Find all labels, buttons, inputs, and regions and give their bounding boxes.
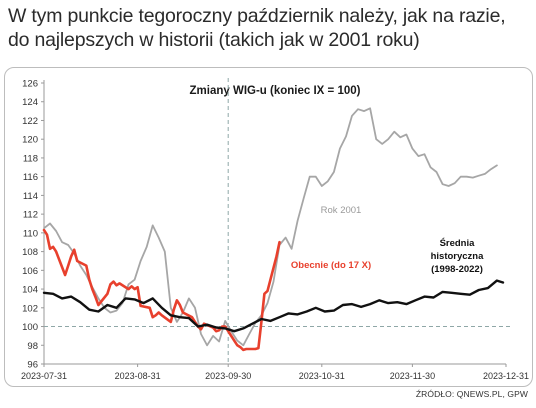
y-tick-label: 112	[23, 210, 38, 221]
y-tick-label: 118	[23, 153, 38, 164]
y-tick-label: 108	[22, 247, 38, 258]
y-tick-label: 98	[27, 341, 38, 352]
x-tick-label: 2023-11-30	[390, 371, 435, 381]
y-tick-label: 100	[22, 322, 38, 333]
y-tick-label: 96	[27, 360, 38, 371]
headline: W tym punkcie tegoroczny październik nal…	[8, 4, 528, 52]
y-tick-label: 104	[22, 285, 38, 296]
chart-frame	[4, 67, 533, 387]
source-note: ŹRÓDŁO: QNEWS.PL, GPW	[415, 389, 528, 399]
x-tick-label: 2023-09-30	[205, 371, 251, 381]
series-line-rednia-historyczna-1998-2022	[42, 279, 505, 333]
annotation-obecnie: Obecnie (do 17 X)	[291, 260, 371, 271]
annotation-srednia-line-1: Średnia	[440, 237, 476, 249]
series-line-obecnie-do-17-x	[42, 228, 281, 352]
annotation-srednia-line-2: historyczna	[431, 251, 485, 262]
y-tick-label: 120	[22, 135, 38, 146]
y-tick-label: 124	[22, 97, 38, 108]
y-tick-label: 122	[22, 116, 38, 127]
y-tick-label: 126	[22, 79, 38, 90]
y-tick-label: 106	[22, 266, 38, 277]
chart-title: Zmiany WIG-u (koniec IX = 100)	[190, 85, 361, 97]
series-line-rok-2001	[43, 107, 498, 347]
x-tick-label: 2023-07-31	[21, 371, 67, 381]
y-tick-label: 110	[23, 228, 38, 239]
y-tick-label: 116	[23, 172, 38, 183]
x-tick-label: 2023-12-31	[483, 371, 529, 381]
x-tick-label: 2023-08-31	[115, 371, 161, 381]
headline-line-2: do najlepszych w historii (takich jak w …	[8, 29, 420, 51]
y-tick-label: 114	[23, 191, 38, 202]
annotation-rok-2001: Rok 2001	[321, 205, 362, 216]
annotation-srednia-line-3: (1998-2022)	[431, 264, 483, 275]
headline-line-1: W tym punkcie tegoroczny październik nal…	[8, 5, 506, 27]
y-tick-label: 102	[22, 303, 38, 314]
x-tick-label: 2023-10-31	[299, 371, 345, 381]
